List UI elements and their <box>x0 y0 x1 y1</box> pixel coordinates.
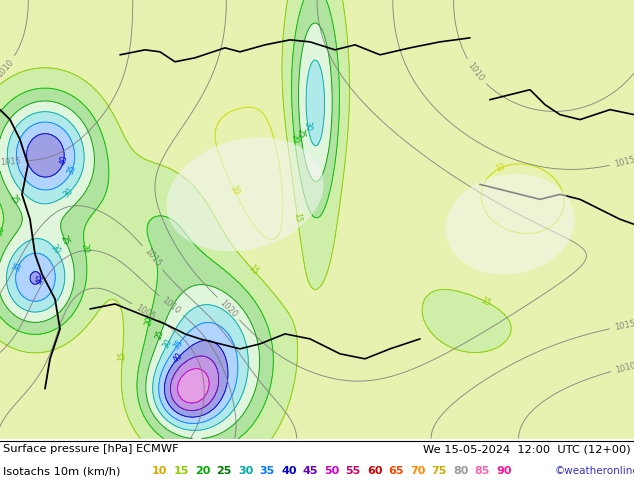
Text: 60: 60 <box>367 466 382 476</box>
Text: 65: 65 <box>389 466 404 476</box>
Text: 1020: 1020 <box>218 298 239 319</box>
Text: 40: 40 <box>281 466 297 476</box>
Text: ©weatheronline.co.uk: ©weatheronline.co.uk <box>555 466 634 476</box>
Text: 75: 75 <box>432 466 447 476</box>
Text: 15: 15 <box>247 263 259 276</box>
Text: 1010: 1010 <box>466 61 486 83</box>
Text: 20: 20 <box>0 224 7 237</box>
Text: 15: 15 <box>118 350 127 361</box>
Text: 1010: 1010 <box>615 361 634 374</box>
Text: 1015: 1015 <box>0 157 21 167</box>
Text: 15: 15 <box>479 295 492 308</box>
Text: 10: 10 <box>152 466 167 476</box>
Text: 40: 40 <box>36 273 46 284</box>
Text: 35: 35 <box>12 261 24 273</box>
Text: 1005: 1005 <box>134 303 157 321</box>
Text: 15: 15 <box>292 212 302 223</box>
Text: 10: 10 <box>495 162 507 174</box>
Text: 30: 30 <box>162 337 174 350</box>
Text: 1010: 1010 <box>160 295 182 316</box>
Text: 20: 20 <box>195 466 210 476</box>
Text: We 15-05-2024  12:00  UTC (12+00): We 15-05-2024 12:00 UTC (12+00) <box>424 444 631 454</box>
Text: 30: 30 <box>61 187 75 200</box>
Text: 1015: 1015 <box>614 319 634 332</box>
Text: 80: 80 <box>453 466 469 476</box>
Text: 30: 30 <box>238 466 253 476</box>
Text: 20: 20 <box>144 316 155 327</box>
Text: 25: 25 <box>295 128 306 139</box>
Text: 25: 25 <box>216 466 232 476</box>
Text: 15: 15 <box>174 466 189 476</box>
Text: 1015: 1015 <box>614 155 634 169</box>
Text: 30: 30 <box>49 243 62 256</box>
Text: 70: 70 <box>410 466 425 476</box>
Text: 1015: 1015 <box>142 247 162 269</box>
Text: 35: 35 <box>172 338 184 351</box>
Text: 25: 25 <box>59 234 71 246</box>
Text: 25: 25 <box>154 328 166 341</box>
Text: 30: 30 <box>303 122 313 132</box>
Text: 20: 20 <box>290 134 300 144</box>
Text: 25: 25 <box>8 194 20 206</box>
Text: 90: 90 <box>496 466 512 476</box>
Text: 35: 35 <box>259 466 275 476</box>
Text: 20: 20 <box>80 244 90 254</box>
Text: 50: 50 <box>324 466 339 476</box>
Text: Isotachs 10m (km/h): Isotachs 10m (km/h) <box>3 466 127 476</box>
Text: 35: 35 <box>66 164 78 176</box>
Ellipse shape <box>446 174 574 274</box>
Text: 85: 85 <box>474 466 490 476</box>
Text: Surface pressure [hPa] ECMWF: Surface pressure [hPa] ECMWF <box>3 444 179 454</box>
Ellipse shape <box>167 138 323 251</box>
Text: 1010: 1010 <box>0 57 15 79</box>
Text: 45: 45 <box>302 466 318 476</box>
Text: 40: 40 <box>172 351 185 364</box>
Text: 40: 40 <box>58 154 69 166</box>
Text: 10: 10 <box>228 184 240 196</box>
Text: 55: 55 <box>346 466 361 476</box>
